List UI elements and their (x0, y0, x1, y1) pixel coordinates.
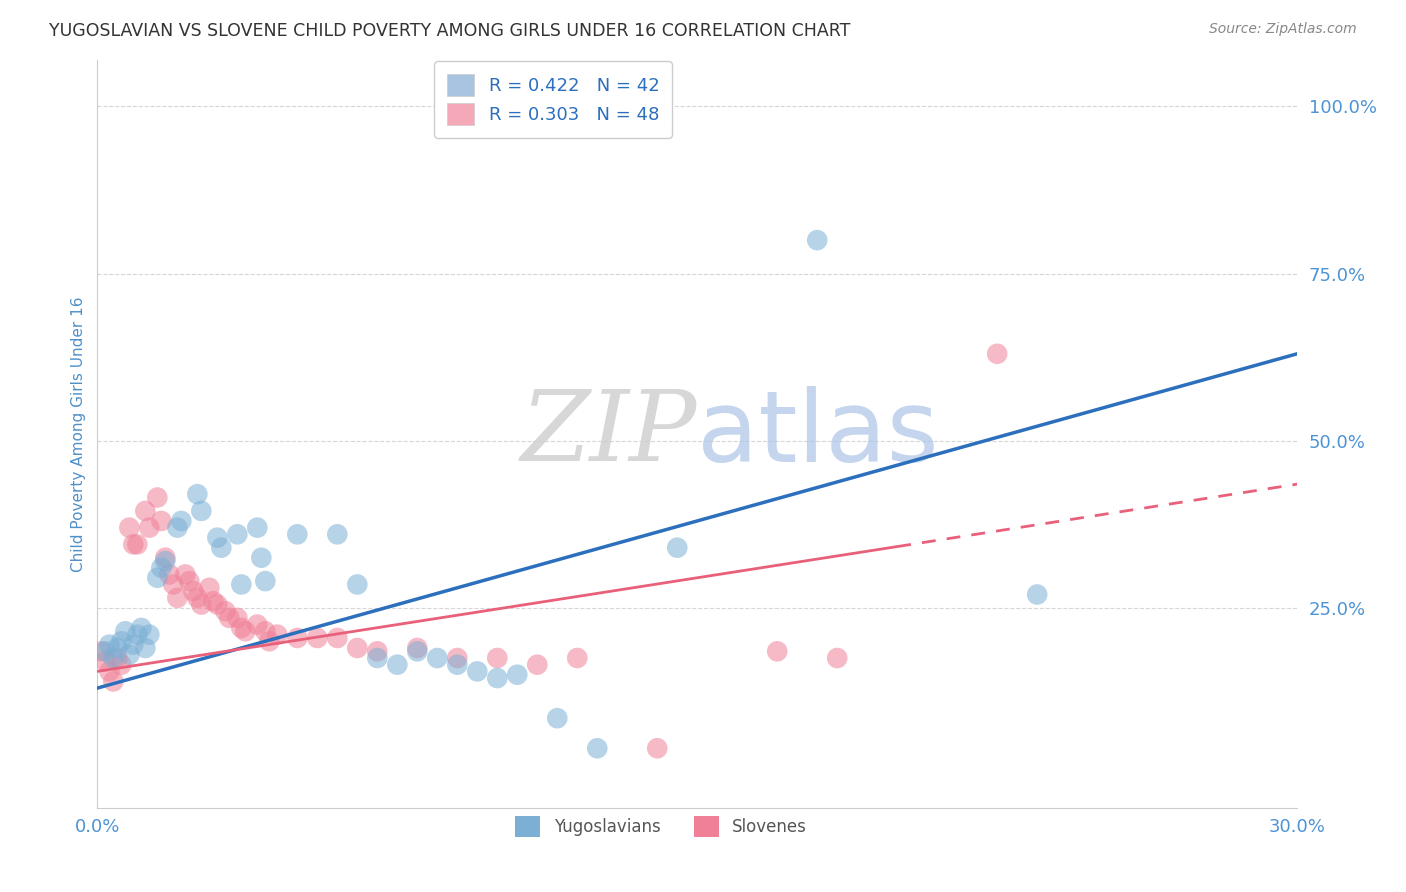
Point (1026, 587, 1049, 601)
Point (138, 627, 160, 641)
Point (127, 627, 149, 641)
Point (90, 644, 112, 658)
Point (465, 665, 488, 679)
Point (666, 541, 689, 555)
Point (226, 611, 249, 625)
Point (825, 651, 848, 665)
Point (285, 631, 308, 645)
Point (198, 581, 221, 595)
Point (94, 644, 117, 658)
Point (486, 651, 509, 665)
Point (546, 711, 568, 725)
Point (387, 657, 409, 672)
Point (110, 634, 132, 648)
Point (122, 537, 145, 551)
Point (105, 640, 128, 655)
Point (207, 598, 229, 612)
Point (150, 514, 173, 528)
Point (254, 624, 277, 639)
Point (806, 233, 828, 247)
Point (526, 657, 548, 672)
Point (246, 617, 269, 632)
Point (170, 514, 193, 528)
Point (406, 640, 429, 655)
Point (186, 591, 208, 605)
Point (266, 627, 288, 641)
Point (183, 584, 205, 599)
Point (134, 504, 156, 518)
Point (138, 521, 160, 535)
Point (146, 571, 169, 585)
Point (586, 741, 609, 756)
Point (94, 654, 117, 668)
Point (155, 550, 177, 565)
Y-axis label: Child Poverty Among Girls Under 16: Child Poverty Among Girls Under 16 (72, 296, 86, 572)
Point (166, 591, 188, 605)
Point (446, 657, 468, 672)
Point (214, 604, 236, 618)
Point (246, 521, 269, 535)
Point (326, 631, 349, 645)
Point (506, 667, 529, 681)
Text: Source: ZipAtlas.com: Source: ZipAtlas.com (1209, 22, 1357, 37)
Point (406, 644, 429, 658)
Point (346, 577, 368, 591)
Point (446, 651, 468, 665)
Point (426, 651, 449, 665)
Point (366, 651, 388, 665)
Point (218, 611, 240, 625)
Point (231, 577, 253, 591)
Point (250, 550, 273, 565)
Point (259, 634, 281, 648)
Point (202, 594, 225, 608)
Point (766, 644, 789, 658)
Point (346, 640, 368, 655)
Point (645, 741, 668, 756)
Point (231, 621, 253, 635)
Point (209, 541, 232, 555)
Point (122, 638, 145, 652)
Point (105, 651, 128, 665)
Text: ZIP: ZIP (522, 386, 697, 482)
Point (98, 638, 121, 652)
Legend: Yugoslavians, Slovenes: Yugoslavians, Slovenes (508, 808, 815, 845)
Point (110, 657, 132, 672)
Point (174, 567, 197, 582)
Point (186, 487, 208, 501)
Point (118, 648, 141, 662)
Point (146, 491, 169, 505)
Point (114, 624, 136, 639)
Text: atlas: atlas (697, 385, 939, 483)
Point (179, 574, 201, 588)
Point (190, 504, 212, 518)
Point (226, 527, 249, 541)
Point (98, 665, 121, 679)
Point (155, 554, 177, 568)
Point (162, 577, 184, 591)
Point (307, 631, 329, 645)
Point (157, 567, 180, 582)
Point (207, 531, 229, 545)
Text: YUGOSLAVIAN VS SLOVENE CHILD POVERTY AMONG GIRLS UNDER 16 CORRELATION CHART: YUGOSLAVIAN VS SLOVENE CHILD POVERTY AMO… (49, 22, 851, 40)
Point (150, 560, 173, 574)
Point (233, 624, 256, 639)
Point (131, 621, 153, 635)
Point (486, 671, 509, 685)
Point (567, 651, 589, 665)
Point (366, 644, 388, 658)
Point (103, 674, 125, 689)
Point (127, 537, 149, 551)
Point (326, 527, 349, 541)
Point (166, 521, 188, 535)
Point (190, 598, 212, 612)
Point (986, 347, 1008, 361)
Point (134, 640, 156, 655)
Point (103, 651, 125, 665)
Point (285, 527, 308, 541)
Point (254, 574, 277, 588)
Point (118, 521, 141, 535)
